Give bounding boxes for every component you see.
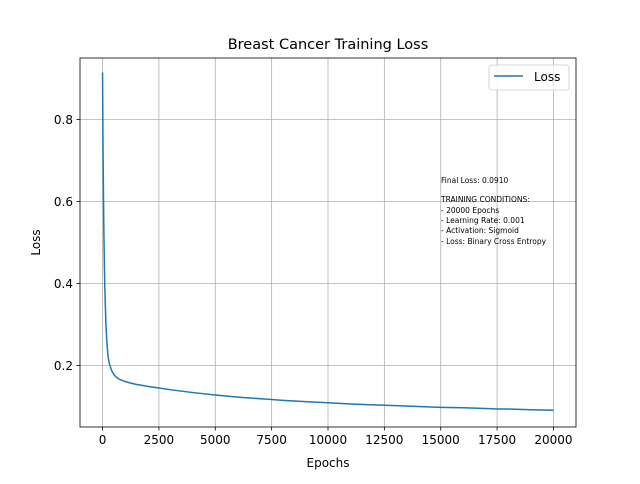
y-tick-label: 0.2 [54, 359, 73, 373]
condition-learning-rate: - Learning Rate: 0.001 [441, 216, 525, 225]
loss-series-line [101, 72, 554, 411]
x-tick-label: 17500 [478, 433, 516, 447]
y-tick-label: 0.4 [54, 277, 73, 291]
y-tick-label: 0.8 [54, 113, 73, 127]
axis-ticks: 0 2500 5000 7500 10000 12500 15000 17500 20000 0.… [54, 113, 573, 447]
x-axis-label: Epochs [307, 456, 350, 470]
x-tick-label: 2500 [144, 433, 175, 447]
training-annotation: Final Loss: 0.0910 TRAINING CONDITIONS: … [440, 176, 547, 246]
x-tick-label: 5000 [200, 433, 231, 447]
condition-loss-function: - Loss: Binary Cross Entropy [441, 237, 547, 246]
x-tick-label: 20000 [534, 433, 572, 447]
series-layer [101, 72, 554, 411]
condition-activation: - Activation: Sigmoid [441, 226, 519, 235]
x-tick-label: 12500 [365, 433, 403, 447]
x-tick-label: 7500 [256, 433, 287, 447]
grid-lines [80, 58, 576, 427]
condition-epochs: - 20000 Epochs [441, 206, 499, 215]
conditions-header: TRAINING CONDITIONS: [440, 195, 530, 204]
y-axis-label: Loss [29, 229, 43, 255]
legend-label-loss: Loss [534, 70, 560, 84]
x-tick-label: 15000 [422, 433, 460, 447]
chart-title: Breast Cancer Training Loss [228, 37, 429, 53]
final-loss-text: Final Loss: 0.0910 [441, 176, 509, 185]
legend-box [488, 64, 570, 91]
y-tick-label: 0.6 [54, 195, 73, 209]
x-tick-label: 0 [99, 433, 107, 447]
legend: Loss [488, 64, 570, 91]
x-tick-label: 10000 [309, 433, 347, 447]
